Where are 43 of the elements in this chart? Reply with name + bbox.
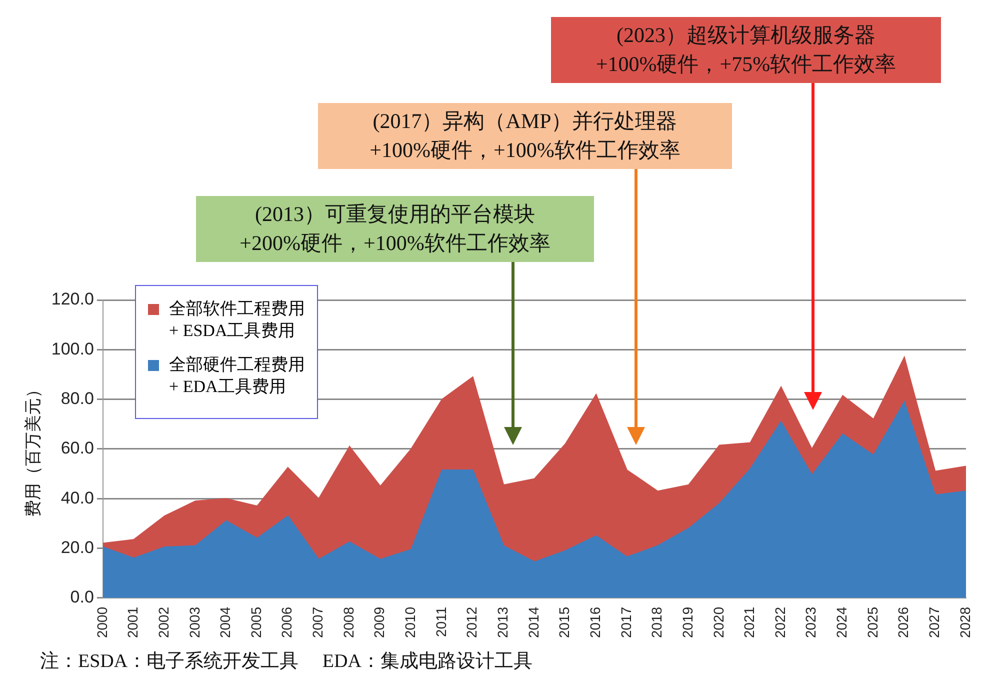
x-tick-label: 2008	[340, 606, 356, 638]
x-tick-label: 2023	[802, 606, 819, 638]
x-tick-label: 2019	[679, 606, 696, 638]
x-tick-label: 2018	[648, 606, 665, 638]
y-tick-label: 80.0	[60, 388, 94, 408]
x-tick-label: 2007	[310, 606, 326, 638]
text: (2013）可重复使用的平台模块 +200%硬件，+100%软件工作效率	[240, 201, 550, 257]
x-tick-label: 2028	[956, 606, 973, 638]
y-axis-title: 费用（百万美元）	[24, 380, 44, 517]
x-tick-label: 2011	[432, 606, 449, 637]
x-tick-label: 2022	[772, 606, 788, 638]
x-tick-label: 2006	[278, 606, 295, 638]
x-tick-label: 2014	[525, 606, 542, 638]
x-tick-label: 2002	[155, 606, 172, 638]
x-tick-label: 2015	[556, 606, 572, 638]
x-tick-label: 2001	[124, 606, 141, 638]
x-tick-label: 2016	[586, 606, 603, 638]
x-tick-label: 2024	[834, 606, 850, 638]
x-tick-label: 2000	[94, 606, 110, 638]
x-tick-label: 2009	[371, 606, 388, 638]
x-tick-label: 2013	[494, 606, 511, 638]
legend-label: 全部硬件工程费用 + EDA工具费用	[169, 354, 305, 398]
legend-label: 全部软件工程费用 + ESDA工具费用	[169, 298, 305, 342]
y-tick-label: 60.0	[60, 438, 94, 458]
x-tick-label: 2004	[217, 606, 234, 638]
y-tick-label: 100.0	[51, 339, 94, 358]
x-tick-label: 2012	[464, 606, 480, 638]
x-tick-label: 2025	[864, 606, 880, 638]
x-tick-label: 2026	[895, 606, 912, 638]
text: (2017）异构（AMP）并行处理器 +100%硬件，+100%软件工作效率	[370, 108, 680, 164]
text: 注：ESDA：电子系统开发工具 EDA：集成电路设计工具	[40, 650, 532, 672]
y-tick-label: 40.0	[60, 488, 94, 508]
y-tick-label: 120.0	[51, 290, 94, 309]
x-tick-label: 2003	[186, 606, 202, 638]
x-tick-label: 2010	[402, 606, 418, 638]
x-tick-label: 2017	[618, 606, 634, 638]
y-tick-label: 0.0	[70, 588, 94, 607]
x-tick-label: 2020	[710, 606, 726, 638]
x-tick-label: 2027	[926, 606, 942, 638]
y-tick-label: 20.0	[60, 538, 94, 557]
x-tick-label: 2005	[248, 606, 264, 638]
x-tick-label: 2021	[741, 606, 758, 638]
text: (2023）超级计算机级服务器 +100%硬件，+75%软件工作效率	[596, 22, 896, 78]
